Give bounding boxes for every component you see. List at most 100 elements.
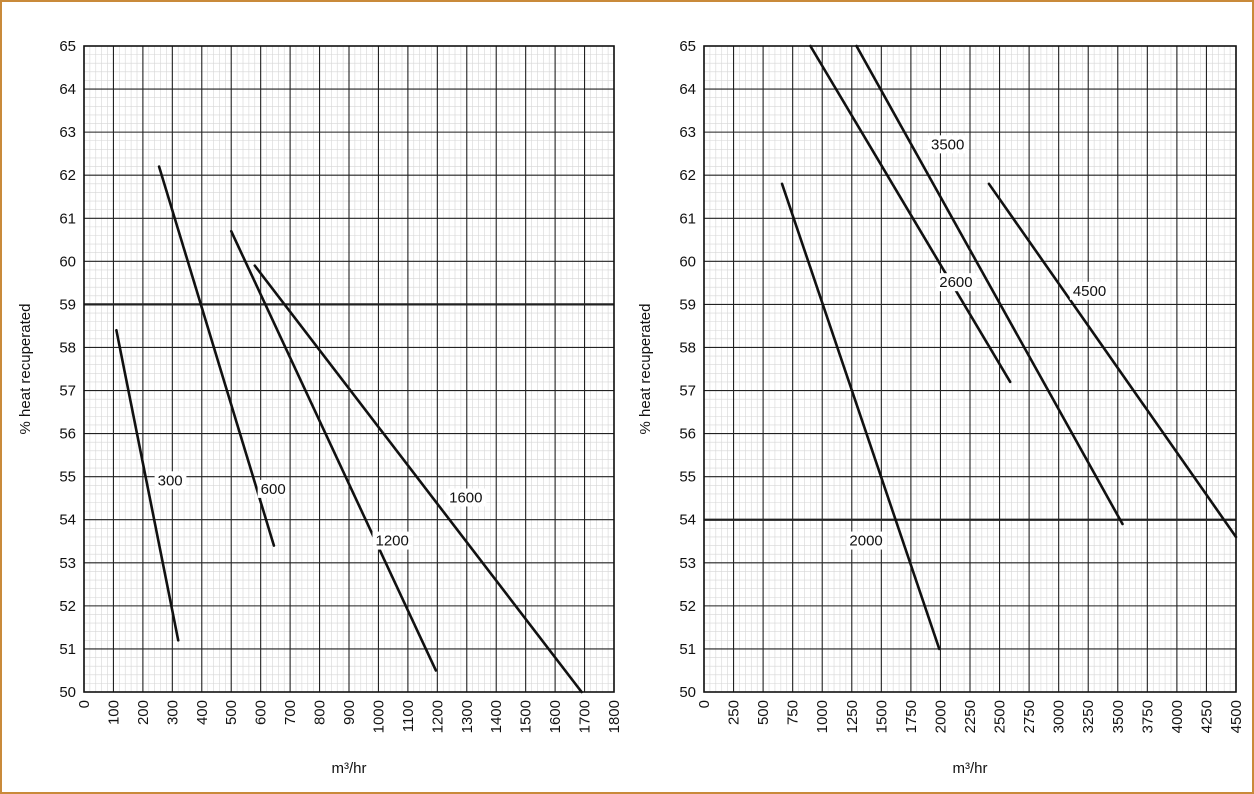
x-tick-label: 750 [785,700,802,725]
major-grid [703,45,1237,693]
x-tick-label: 3750 [1139,700,1156,733]
y-axis-label: % heat recuperated [17,304,34,435]
x-tick-label: 800 [312,700,329,725]
y-tick-label: 65 [679,38,696,55]
series-label-bg [846,531,887,550]
y-axis-label: % heat recuperated [637,304,654,435]
y-tick-label: 64 [679,81,696,98]
series-label-2600: 2600 [939,274,972,291]
series-line-2000 [780,182,941,651]
series-line-2600 [809,44,1012,384]
y-tick-label: 58 [59,339,76,356]
x-tick-label: 1800 [606,700,620,733]
series-label-bg [927,135,969,154]
x-tick-label: 1750 [903,700,920,733]
x-tick-label: 900 [341,700,358,725]
x-tick-label: 2750 [1021,700,1038,733]
chart-right: 50 51 52 53 54 55 56 57 58 59 60 61 62 63 64 65 0 250 500 7… [637,38,1245,777]
y-tick-label: 57 [679,383,696,400]
series-label-3500: 3500 [931,136,964,153]
series-label-2000: 2000 [849,533,882,550]
x-tick-label: 1200 [429,700,446,733]
x-tick-label: 1600 [547,700,564,733]
x-tick-label: 1400 [488,700,505,733]
plot-border [703,45,1237,693]
y-tick-label: 63 [59,124,76,141]
y-tick-label: 58 [679,339,696,356]
y-tick-label: 54 [679,512,696,529]
y-tick-label: 50 [679,684,696,701]
y-tick-label: 62 [679,167,696,184]
y-tick-label: 63 [679,124,696,141]
series-label-bg [446,488,487,507]
y-tick-label: 52 [59,598,76,615]
plot-border [83,45,615,693]
y-tick-label: 56 [679,426,696,443]
y-tick-label: 51 [679,641,696,658]
x-tick-label: 3250 [1080,700,1097,733]
x-tick-label: 2250 [962,700,979,733]
x-tick-label: 100 [105,700,122,725]
y-tick-label: 65 [59,38,76,55]
series-label-600: 600 [261,481,286,498]
x-tick-label: 400 [194,700,211,725]
series-label-bg [1069,281,1111,300]
series-label-1200: 1200 [376,533,409,550]
x-tick-label: 250 [726,700,743,725]
y-tick-label: 59 [679,296,696,313]
y-tick-label: 60 [679,253,696,270]
series-label-1600: 1600 [449,490,482,507]
x-axis-label: m³/hr [953,760,988,777]
x-tick-label: 3500 [1110,700,1127,733]
y-tick-label: 51 [59,641,76,658]
y-tick-label: 53 [679,555,696,572]
x-tick-label: 4500 [1228,700,1245,733]
x-tick-label: 0 [76,700,93,708]
x-tick-label: 1700 [577,700,594,733]
series-label-300: 300 [158,472,183,489]
y-tick-label: 61 [679,210,696,227]
series-label-bg [257,479,290,498]
y-tick-label: 55 [59,469,76,486]
y-tick-label: 52 [679,598,696,615]
y-tick-label: 61 [59,210,76,227]
y-tick-label: 56 [59,426,76,443]
x-tick-label: 500 [755,700,772,725]
x-tick-label: 500 [223,700,240,725]
series-line-1200 [229,229,438,672]
x-tick-label: 1100 [400,700,417,732]
x-tick-label: 1300 [459,700,476,733]
y-tick-label: 64 [59,81,76,98]
y-tick-label: 57 [59,383,76,400]
y-tick-label: 55 [679,469,696,486]
series-line-4500 [987,182,1238,539]
series-line-3500 [855,44,1124,526]
x-tick-label: 1500 [518,700,535,733]
x-tick-label: 600 [253,700,270,725]
x-tick-label: 2500 [992,700,1009,733]
series-label-bg [154,471,187,490]
y-tick-label: 60 [59,253,76,270]
series-label-4500: 4500 [1073,283,1106,300]
y-tick-label: 53 [59,555,76,572]
x-tick-label: 4250 [1198,700,1215,733]
x-tick-label: 300 [164,700,181,725]
x-tick-label: 3000 [1051,700,1068,733]
y-tick-label: 59 [59,296,76,313]
series-line-300 [115,328,180,642]
x-tick-label: 1250 [844,700,861,733]
x-axis-label: m³/hr [332,760,367,777]
major-grid [83,45,615,693]
y-tick-label: 50 [59,684,76,701]
series-line-600 [157,165,276,547]
series-line-1600 [253,264,583,694]
x-tick-label: 1500 [873,700,890,733]
x-tick-label: 0 [696,700,713,708]
x-tick-label: 700 [282,700,299,725]
x-tick-label: 1000 [814,700,831,733]
series-label-bg [936,273,977,292]
x-tick-label: 1000 [370,700,387,733]
x-tick-label: 4000 [1169,700,1186,733]
y-tick-label: 54 [59,512,76,529]
x-tick-label: 2000 [932,700,949,733]
